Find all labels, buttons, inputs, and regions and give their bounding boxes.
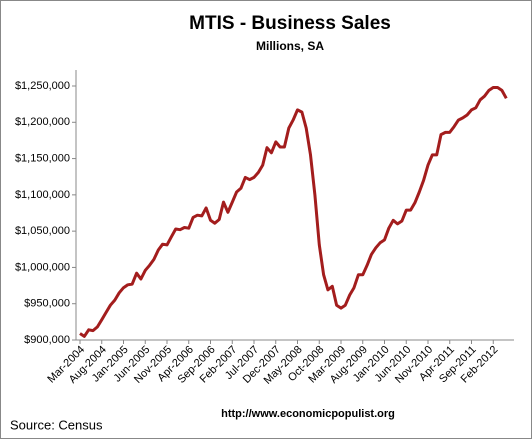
y-tick-label: $1,150,000 (15, 152, 70, 164)
line-series (79, 86, 508, 338)
chart-title: MTIS - Business Sales (189, 13, 391, 34)
y-tick-label: $1,100,000 (15, 189, 70, 201)
source: Source: Census (10, 417, 103, 432)
y-tick-label: $950,000 (24, 298, 70, 310)
url: http://www.economicpopulist.org (221, 408, 395, 420)
y-tick-label: $1,000,000 (15, 261, 70, 273)
y-tick-label: $1,200,000 (15, 116, 70, 128)
y-tick-label: $1,050,000 (15, 225, 70, 237)
chart-subtitle: Millions, SA (256, 39, 324, 53)
y-tick-label: $1,250,000 (15, 80, 70, 92)
y-tick-label: $900,000 (24, 334, 70, 346)
